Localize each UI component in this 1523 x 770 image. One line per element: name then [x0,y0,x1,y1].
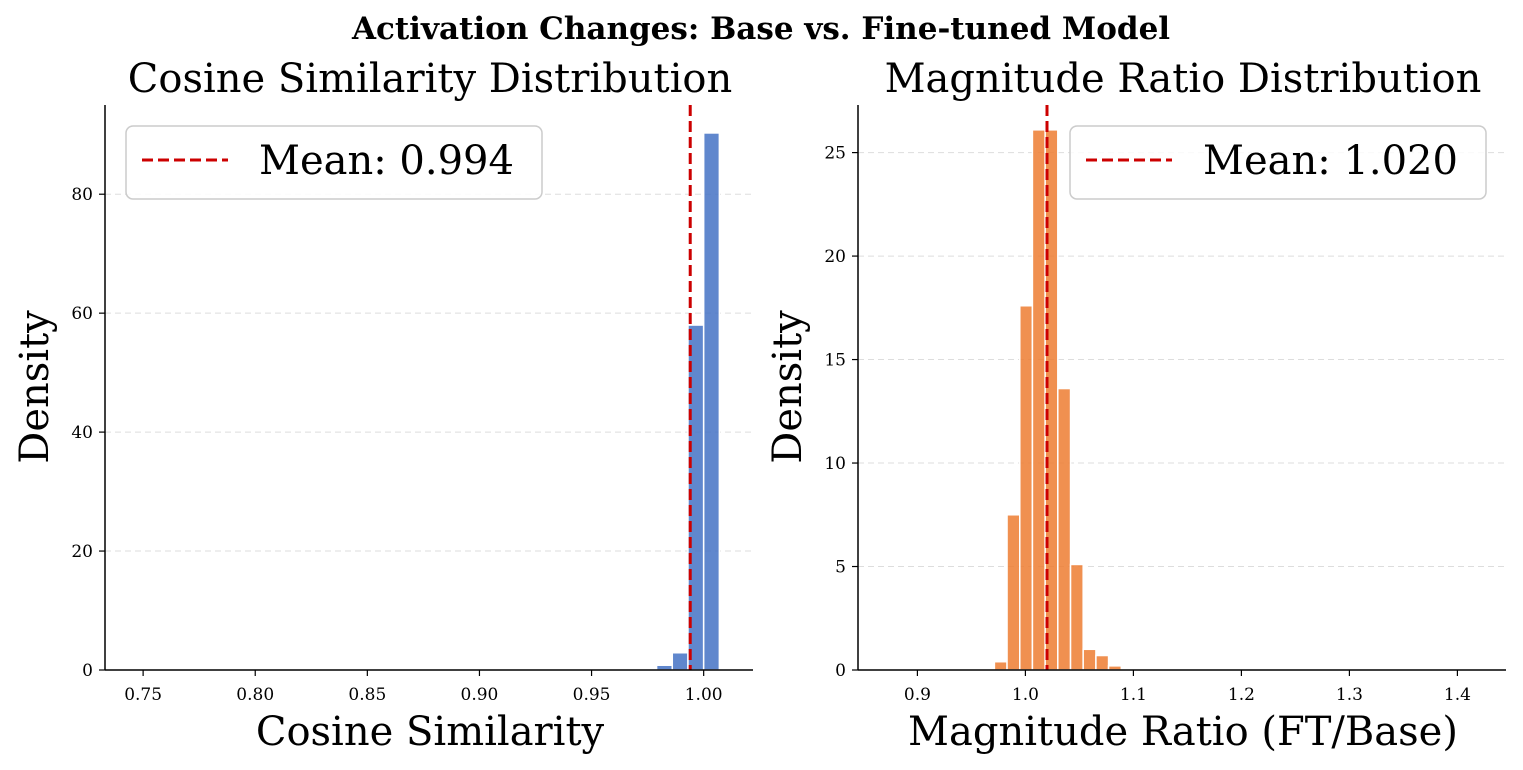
cosine-panel: Cosine Similarity Distribution Cosine Si… [12,56,753,755]
cosine-x-tick-label: 1.00 [685,685,723,705]
cosine-x-tick-label: 0.80 [236,685,274,705]
cosine-panel-title: Cosine Similarity Distribution [128,56,732,102]
magnitude-histogram-bar [993,660,1008,671]
cosine-x-tick-label: 0.85 [348,685,386,705]
magnitude-y-tick-label: 5 [835,558,846,578]
magnitude-x-tick-label: 0.9 [904,685,931,705]
magnitude-legend-box [1069,125,1487,200]
magnitude-panel-title: Magnitude Ratio Distribution [885,56,1482,102]
cosine-y-tick-label: 60 [71,304,93,324]
magnitude-histogram-bar [1031,129,1046,671]
magnitude-y-tick-label: 15 [824,351,846,371]
magnitude-x-tick-label: 1.2 [1228,685,1255,705]
figure-title: Activation Changes: Base vs. Fine-tuned … [351,11,1170,47]
cosine-x-tick-label: 0.95 [573,685,611,705]
magnitude-legend-label: Mean: 1.020 [1203,138,1458,184]
magnitude-x-tick-label: 1.1 [1120,685,1147,705]
cosine-y-tick-label: 40 [71,423,93,443]
cosine-histogram-bar [671,652,689,671]
magnitude-x-axis-label: Magnitude Ratio (FT/Base) [908,709,1458,755]
magnitude-histogram-bar [1082,648,1097,671]
magnitude-legend: Mean: 1.020 [1069,125,1487,200]
magnitude-panel: Magnitude Ratio Distribution Magnitude R… [765,56,1506,755]
magnitude-y-axis-label: Density [765,310,811,464]
cosine-y-tick-label: 0 [82,661,93,681]
cosine-y-tick-label: 80 [71,185,93,205]
magnitude-y-tick-label: 0 [835,661,846,681]
cosine-legend-box [125,125,543,200]
cosine-histogram-bar [702,132,721,671]
magnitude-histogram-bar [1006,514,1021,671]
magnitude-histogram-bar [1057,387,1072,671]
cosine-legend-label: Mean: 0.994 [259,138,514,184]
cosine-y-axis-label: Density [12,310,58,464]
magnitude-y-tick-label: 10 [824,454,846,474]
cosine-legend: Mean: 0.994 [125,125,543,200]
magnitude-y-tick-label: 25 [824,144,846,164]
magnitude-x-tick-label: 1.3 [1336,685,1363,705]
magnitude-x-tick-label: 1.4 [1444,685,1471,705]
cosine-y-tick-label: 20 [71,542,93,562]
magnitude-histogram-bar [1095,654,1110,671]
magnitude-histogram-bar [1069,563,1084,671]
cosine-x-tick-label: 0.75 [124,685,162,705]
cosine-x-tick-label: 0.90 [461,685,499,705]
magnitude-histogram-bar [1019,305,1034,671]
cosine-x-axis-label: Cosine Similarity [256,709,605,755]
magnitude-y-tick-label: 20 [824,247,846,267]
magnitude-x-tick-label: 1.0 [1012,685,1039,705]
